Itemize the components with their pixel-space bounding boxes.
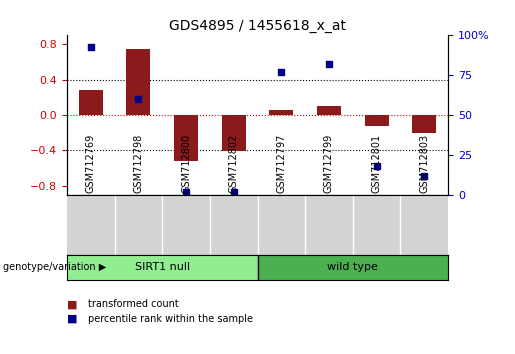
Point	[182, 189, 190, 194]
Text: ■: ■	[67, 299, 77, 309]
Text: wild type: wild type	[328, 262, 378, 272]
Bar	[269, 110, 293, 115]
Bar	[127, 48, 150, 115]
Bar	[413, 115, 436, 133]
Bar	[174, 115, 198, 161]
Point	[87, 44, 95, 49]
Bar	[317, 106, 341, 115]
Point	[372, 163, 381, 169]
Text: percentile rank within the sample: percentile rank within the sample	[88, 314, 252, 324]
Point	[325, 61, 333, 67]
Point	[134, 96, 143, 102]
Text: SIRT1 null: SIRT1 null	[134, 262, 190, 272]
Point	[420, 173, 428, 178]
Point	[277, 69, 285, 75]
Bar	[365, 115, 388, 126]
Text: ■: ■	[67, 314, 77, 324]
Title: GDS4895 / 1455618_x_at: GDS4895 / 1455618_x_at	[169, 19, 346, 33]
Point	[230, 189, 238, 194]
Text: genotype/variation ▶: genotype/variation ▶	[3, 262, 106, 272]
Bar	[79, 90, 102, 115]
Bar	[222, 115, 246, 152]
Text: transformed count: transformed count	[88, 299, 178, 309]
